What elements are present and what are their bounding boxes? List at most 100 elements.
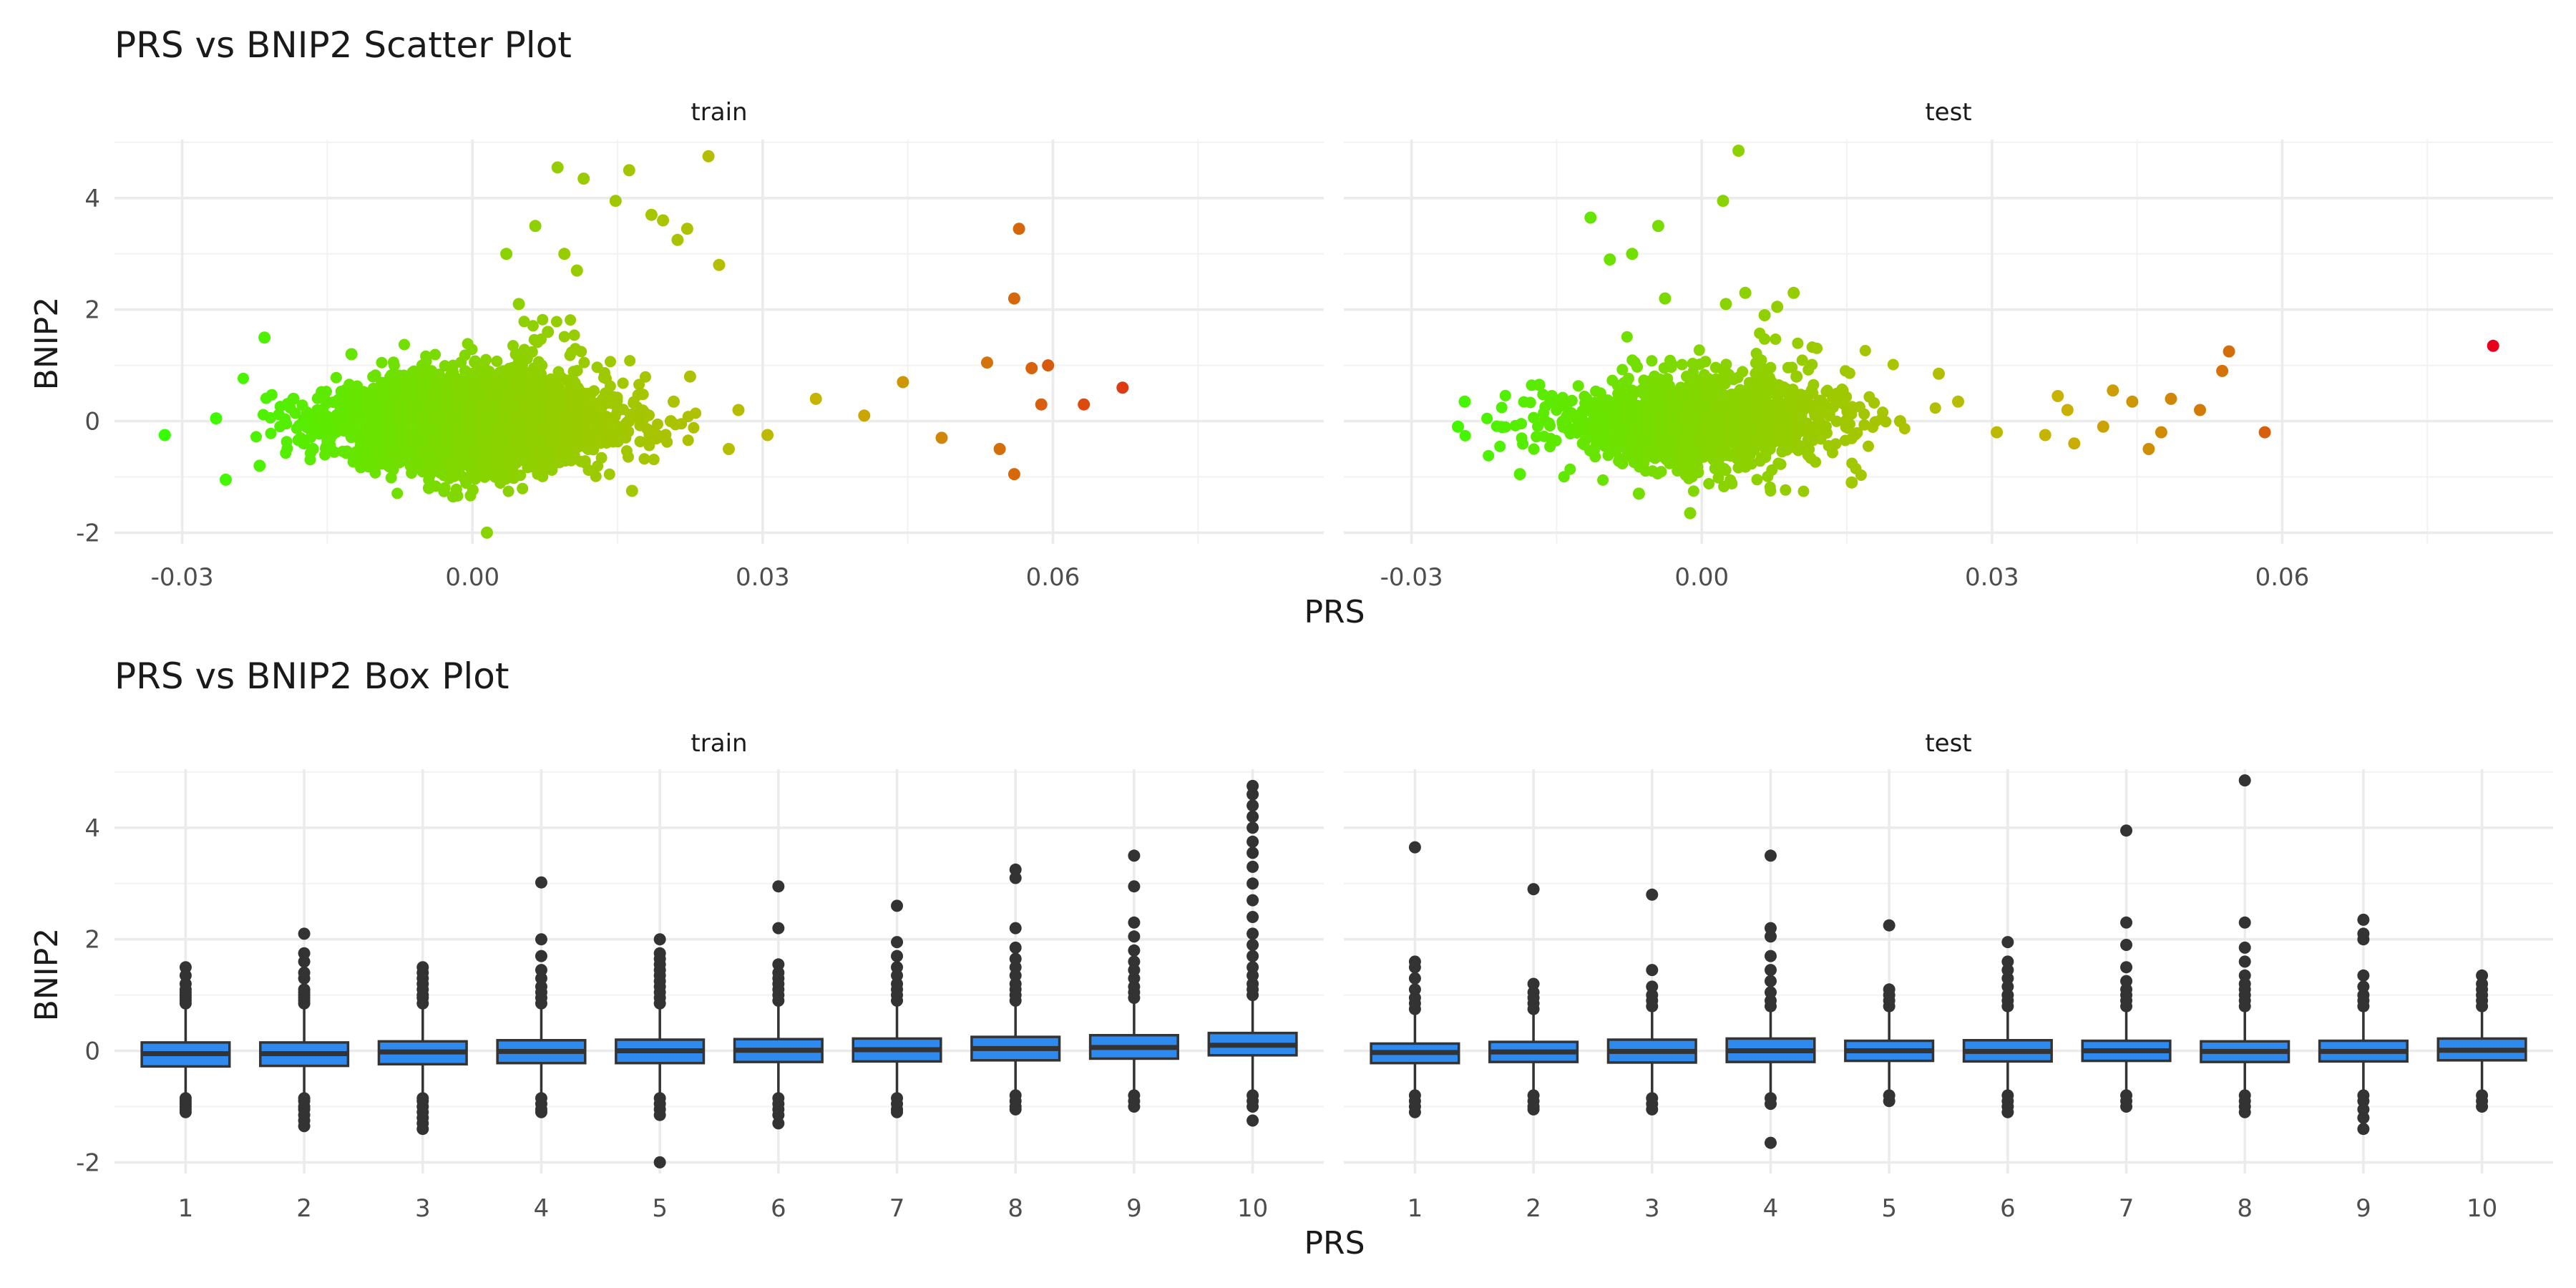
- scatter-point: [459, 394, 471, 406]
- scatter-point: [1496, 401, 1508, 414]
- scatter-point: [565, 314, 577, 326]
- scatter-point: [575, 346, 587, 358]
- scatter-point: [344, 409, 356, 421]
- scatter-point: [611, 395, 623, 407]
- scatter-point: [388, 359, 400, 371]
- scatter-point: [1659, 292, 1672, 305]
- scatter-point: [1035, 398, 1048, 411]
- scatter-point: [578, 356, 590, 369]
- scatter-point: [1724, 436, 1736, 449]
- box-train-6: [733, 880, 824, 1130]
- scatter-point: [1641, 403, 1654, 415]
- scatter-point: [210, 412, 223, 425]
- scatter-point: [1495, 421, 1507, 433]
- scatter-point: [1751, 409, 1763, 421]
- scatter-point: [2107, 384, 2119, 397]
- scatter-point: [1657, 431, 1669, 443]
- scatter-point: [1528, 411, 1540, 424]
- scatter-point: [335, 386, 347, 397]
- scatter-point: [1751, 390, 1763, 402]
- box-outlier: [772, 1117, 785, 1130]
- scatter-point: [648, 454, 660, 466]
- scatter-point: [512, 298, 525, 311]
- scatter-point: [1616, 364, 1629, 376]
- scatter-point: [1629, 417, 1640, 429]
- scatter-point: [1666, 431, 1678, 443]
- scatter-point: [469, 390, 481, 402]
- scatter-point: [358, 405, 369, 417]
- scatter-point: [464, 489, 477, 502]
- scatter-point: [494, 437, 507, 449]
- scatter-point: [466, 343, 478, 356]
- scatter-point: [1604, 253, 1616, 266]
- scatter-point: [1929, 402, 1941, 414]
- scatter-point: [1893, 415, 1906, 428]
- scatter-point: [1649, 386, 1662, 399]
- scatter-point: [374, 444, 386, 456]
- scatter-point: [1846, 457, 1858, 469]
- scatter-point: [1751, 474, 1763, 486]
- box-outlier: [179, 1106, 192, 1118]
- scatter-point: [1590, 434, 1602, 446]
- scatter-point: [1646, 355, 1658, 367]
- scatter-x-tick-label: 0.06: [2255, 563, 2310, 592]
- box-outlier: [535, 1106, 547, 1118]
- scatter-point: [1718, 462, 1730, 474]
- scatter-point: [454, 380, 465, 392]
- scatter-point: [563, 439, 575, 451]
- scatter-point: [519, 411, 532, 423]
- scatter-point: [1843, 367, 1855, 379]
- scatter-point: [1760, 448, 1772, 460]
- scatter-point: [1850, 429, 1861, 441]
- scatter-point: [1629, 356, 1641, 369]
- scatter-point: [1722, 368, 1734, 380]
- scatter-point: [306, 443, 319, 455]
- scatter-point: [1566, 423, 1578, 435]
- scatter-point: [1877, 406, 1889, 419]
- box-y-tick-label: 2: [84, 926, 100, 955]
- scatter-point: [1516, 432, 1528, 444]
- scatter-point: [2223, 345, 2235, 358]
- scatter-point: [571, 415, 583, 427]
- scatter-point: [1558, 471, 1570, 483]
- scatter-point: [1621, 376, 1633, 388]
- scatter-point: [319, 442, 331, 454]
- scatter-point: [158, 429, 171, 441]
- scatter-point: [1887, 358, 1899, 371]
- scatter-point: [518, 316, 530, 328]
- scatter-point: [1933, 367, 1945, 380]
- scatter-point: [420, 447, 432, 459]
- box-strip-label-train: train: [691, 729, 747, 758]
- scatter-point: [1621, 450, 1633, 462]
- box-title: PRS vs BNIP2 Box Plot: [114, 655, 509, 697]
- scatter-point: [517, 482, 529, 494]
- scatter-point: [1787, 384, 1799, 396]
- scatter-point: [1740, 412, 1752, 424]
- scatter-point: [426, 401, 438, 413]
- scatter-point: [346, 449, 358, 462]
- scatter-point: [550, 316, 562, 328]
- scatter-point: [421, 418, 434, 429]
- scatter-x-tick-label: -0.03: [151, 563, 214, 592]
- scatter-point: [539, 427, 551, 439]
- scatter-point: [455, 356, 467, 369]
- scatter-point: [568, 329, 580, 341]
- scatter-point: [305, 431, 317, 444]
- scatter-point: [253, 459, 266, 472]
- scatter-point: [328, 446, 341, 458]
- scatter-point: [2487, 339, 2499, 352]
- scatter-point: [522, 397, 535, 409]
- scatter-point: [1693, 344, 1705, 356]
- scatter-point: [1572, 380, 1584, 392]
- scatter-point: [1782, 361, 1794, 374]
- scatter-point: [500, 248, 513, 260]
- scatter-point: [1649, 375, 1661, 386]
- scatter-point: [480, 462, 492, 474]
- scatter-point: [220, 473, 232, 486]
- scatter-point: [1544, 420, 1556, 431]
- scatter-point: [1626, 248, 1639, 260]
- scatter-point: [381, 394, 393, 406]
- box-x-tick-label: 9: [1126, 1194, 1142, 1223]
- box-x-tick-label: 7: [889, 1194, 905, 1223]
- scatter-point: [1593, 424, 1605, 436]
